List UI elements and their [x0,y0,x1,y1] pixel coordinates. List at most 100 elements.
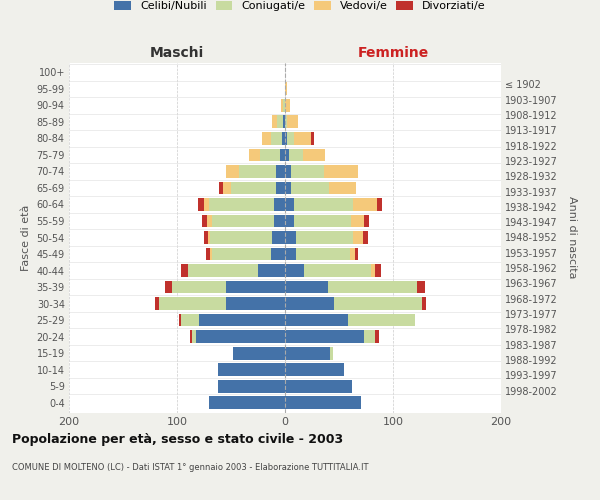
Bar [158,297,226,310]
Bar [262,132,271,145]
Bar [364,214,369,228]
Bar [211,248,212,260]
Bar [207,214,212,228]
Bar [285,214,293,228]
Bar [219,182,223,194]
Bar [204,231,208,244]
Bar [328,280,417,293]
Bar [196,330,285,343]
Bar [285,116,287,128]
Bar [277,165,285,178]
Bar [371,264,374,277]
Bar [192,330,196,343]
Bar [285,231,296,244]
Bar [226,280,285,293]
Bar [277,116,283,128]
Bar [209,396,285,409]
Bar [285,182,292,194]
Bar [285,264,304,277]
Y-axis label: Anni di nascita: Anni di nascita [568,196,577,278]
Bar [285,314,347,326]
Bar [329,182,356,194]
Bar [285,248,296,260]
Bar [258,264,285,277]
Bar [231,182,277,194]
Bar [293,198,353,211]
Bar [311,132,314,145]
Bar [293,132,311,145]
Bar [296,248,350,260]
Bar [223,182,231,194]
Bar [285,330,364,343]
Bar [285,165,292,178]
Bar [304,148,325,162]
Bar [280,148,285,162]
Bar [274,214,285,228]
Text: Popolazione per età, sesso e stato civile - 2003: Popolazione per età, sesso e stato civil… [12,432,343,446]
Text: Femmine: Femmine [358,46,428,60]
Bar [181,264,188,277]
Bar [285,198,293,211]
Bar [239,165,277,178]
Legend: Celibi/Nubili, Coniugati/e, Vedovi/e, Divorziati/e: Celibi/Nubili, Coniugati/e, Vedovi/e, Di… [115,0,485,11]
Bar [293,214,351,228]
Bar [281,99,283,112]
Bar [287,132,293,145]
Bar [331,346,332,360]
Bar [233,346,285,360]
Bar [197,198,204,211]
Bar [377,198,382,211]
Bar [172,280,226,293]
Bar [285,82,287,96]
Bar [202,214,207,228]
Bar [422,297,427,310]
Bar [287,116,298,128]
Bar [181,314,199,326]
Bar [190,330,192,343]
Bar [155,297,158,310]
Bar [212,214,274,228]
Bar [285,346,331,360]
Bar [204,198,209,211]
Bar [226,165,239,178]
Y-axis label: Fasce di età: Fasce di età [21,204,31,270]
Bar [285,148,289,162]
Bar [272,231,285,244]
Bar [271,248,285,260]
Bar [296,231,353,244]
Bar [212,248,271,260]
Bar [374,264,381,277]
Bar [274,198,285,211]
Bar [179,314,181,326]
Bar [199,314,285,326]
Bar [285,280,328,293]
Bar [188,264,258,277]
Text: COMUNE DI MOLTENO (LC) - Dati ISTAT 1° gennaio 2003 - Elaborazione TUTTITALIA.IT: COMUNE DI MOLTENO (LC) - Dati ISTAT 1° g… [12,462,368,471]
Bar [285,132,287,145]
Bar [355,248,358,260]
Bar [292,165,324,178]
Bar [285,363,344,376]
Bar [364,330,374,343]
Bar [350,248,355,260]
Bar [353,231,363,244]
Bar [285,297,334,310]
Bar [351,214,364,228]
Bar [272,116,277,128]
Bar [285,396,361,409]
Bar [363,231,368,244]
Bar [417,280,425,293]
Bar [218,380,285,392]
Bar [374,330,379,343]
Bar [285,380,352,392]
Bar [250,148,260,162]
Bar [347,314,415,326]
Bar [334,297,422,310]
Bar [211,231,272,244]
Bar [209,198,274,211]
Bar [165,280,172,293]
Bar [292,182,329,194]
Bar [226,297,285,310]
Bar [289,148,304,162]
Bar [208,231,211,244]
